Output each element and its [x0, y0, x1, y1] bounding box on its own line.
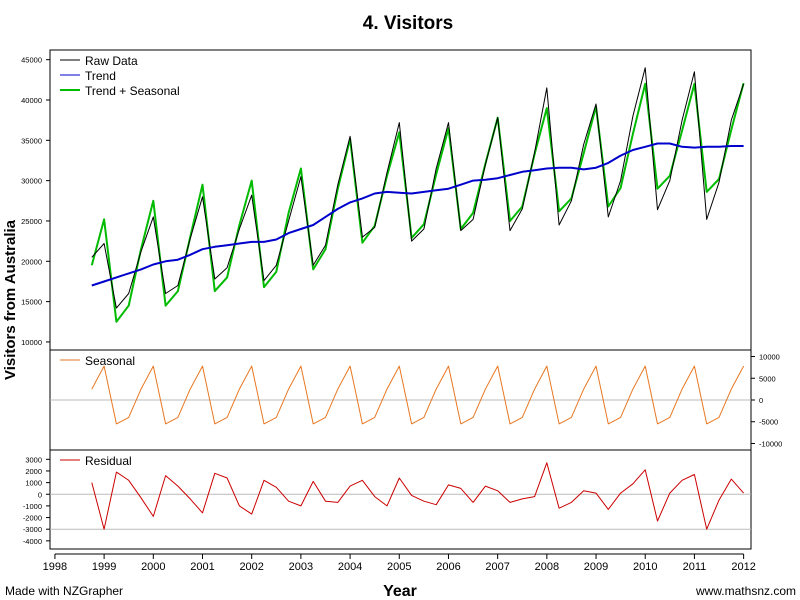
x-tick-label: 2004 — [338, 561, 362, 573]
footer-credit: Made with NZGrapher — [5, 584, 123, 598]
y-tick-label: 10000 — [21, 338, 42, 347]
y-tick-label: 25000 — [21, 217, 42, 226]
series-line-seasonal — [91, 365, 745, 425]
legend-label-raw-data: Raw Data — [85, 54, 138, 68]
series-line-trend — [91, 142, 744, 287]
x-tick-label: 2011 — [683, 561, 707, 573]
y-tick-label: 3000 — [25, 455, 42, 464]
x-tick-label: 2009 — [584, 561, 608, 573]
x-tick-label: 2002 — [239, 561, 263, 573]
x-tick-label: 2007 — [485, 561, 509, 573]
x-tick-label: 2005 — [387, 561, 411, 573]
y-tick-label: -4000 — [23, 537, 42, 546]
y-tick-label: -2000 — [23, 514, 42, 523]
y-tick-label: 10000 — [759, 353, 780, 362]
main-panel: 10000 15000 20000 25000 30000 35000 40000 45000… — [21, 49, 752, 351]
panel-frame — [49, 449, 752, 550]
legend-label-trend-seasonal: Trend + Seasonal — [85, 84, 180, 98]
legend-label-trend: Trend — [85, 69, 116, 83]
y-tick-label: 2000 — [25, 467, 42, 476]
x-tick-label: 2012 — [731, 561, 755, 573]
y-tick-label: 45000 — [21, 56, 42, 65]
y-tick-label: 0 — [38, 490, 42, 499]
y-tick-label: 35000 — [21, 136, 42, 145]
x-tick-label: 1998 — [43, 561, 67, 573]
chart-title: 4. Visitors — [363, 13, 453, 34]
y-tick-label: 0 — [759, 396, 763, 405]
y-axis-label: Visitors from Australia — [2, 219, 19, 380]
y-tick-label: 30000 — [21, 177, 42, 186]
y-tick-label: -5000 — [759, 418, 778, 427]
legend-label-residual: Residual — [85, 454, 132, 468]
series-line-raw-data — [91, 67, 745, 309]
x-tick-label: 2006 — [436, 561, 460, 573]
y-tick-label: -10000 — [759, 439, 782, 448]
y-tick-label: 5000 — [759, 374, 776, 383]
x-tick-label: 2003 — [289, 561, 313, 573]
footer-website: www.mathsnz.com — [695, 584, 796, 598]
y-tick-label: 20000 — [21, 257, 42, 266]
y-tick-label: 40000 — [21, 96, 42, 105]
x-axis: 1998 1999 2000 2001 2002 2003 2004 2005 2006 2007… — [43, 553, 756, 573]
x-tick-label: 1999 — [92, 561, 116, 573]
x-axis-label: Year — [383, 583, 417, 600]
x-tick-label: 2000 — [141, 561, 165, 573]
seasonal-panel: 10000 5000 0 -5000 -10000 Seasonal — [49, 349, 782, 451]
series-line-residual — [91, 462, 744, 530]
y-tick-label: 1000 — [25, 479, 42, 488]
y-tick-label: 15000 — [21, 298, 42, 307]
y-tick-label: -3000 — [23, 525, 42, 534]
residual-panel: 3000 2000 1000 0 -1000 -2000 -3000 -4000 Residua… — [23, 449, 752, 550]
legend-label-seasonal: Seasonal — [85, 354, 135, 368]
x-tick-label: 2008 — [535, 561, 559, 573]
y-tick-label: -1000 — [23, 502, 42, 511]
series-line-trend-seasonal — [90, 82, 745, 323]
x-tick-label: 2010 — [633, 561, 657, 573]
x-tick-label: 2001 — [190, 561, 214, 573]
